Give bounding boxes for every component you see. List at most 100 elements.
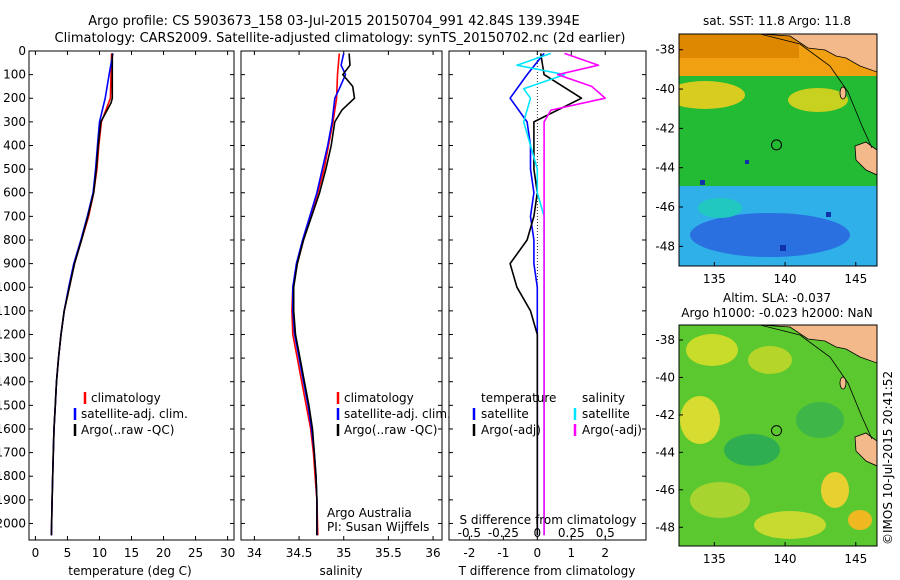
sst-pixel [745, 160, 749, 164]
argo-float-marker [771, 425, 782, 437]
x-tick-label: 35.5 [375, 546, 402, 560]
land-mainland [759, 34, 877, 73]
map-y-tick-label: -42 [655, 408, 675, 422]
legend-title-salinity: salinity [582, 391, 625, 405]
map-x-tick-label: 145 [844, 552, 867, 566]
map-x-tick-label: 145 [844, 272, 867, 286]
y-tick-label: 400 [3, 138, 26, 152]
map-y-tick-label: -40 [655, 82, 675, 96]
sst-map-title: sat. SST: 11.8 Argo: 11.8 [703, 14, 851, 28]
x-tick-label: 15 [124, 546, 139, 560]
top-tick-label: 0.25 [558, 526, 585, 540]
sla-map-title: Altim. SLA: -0.037 [723, 291, 831, 305]
x-tick-label: 20 [156, 546, 171, 560]
temperature-series [50, 53, 114, 536]
map-y-tick-label: -38 [655, 43, 675, 57]
y-tick-label: 1300 [0, 351, 26, 365]
map-y-tick-label: -42 [655, 121, 675, 135]
difference-legend-temperature: temperature satellite Argo(-adj) [472, 391, 556, 437]
difference-xlabel: T difference from climatology [458, 564, 636, 578]
temperature-xlabel: temperature (deg C) [68, 564, 191, 578]
temperature-legend: climatology satellite-adj. clim. Argo(..… [73, 391, 188, 437]
x-tick-label: 35 [336, 546, 351, 560]
x-tick-label: 25 [188, 546, 203, 560]
legend-label-argo: Argo(..raw -QC) [81, 423, 174, 437]
salinity-annotation-line2: PI: Susan Wijffels [327, 520, 429, 534]
x-tick-label: 1 [567, 546, 575, 560]
imos-credit: ©IMOS 10-Jul-2015 20:41:52 [881, 371, 895, 545]
x-tick-label: 34 [247, 546, 262, 560]
sla-blob [748, 346, 792, 374]
map-y-tick-label: -44 [655, 161, 675, 175]
x-tick-label: -1 [497, 546, 509, 560]
difference-xlabel-top: S difference from climatology [460, 513, 637, 527]
map-y-tick-label: -44 [655, 445, 675, 459]
x-tick-label: 10 [92, 546, 107, 560]
legend-label-climatology: climatology [91, 391, 161, 405]
sst-yellow-band [679, 81, 745, 109]
sla-map-subtitle: Argo h1000: -0.023 h2000: NaN [681, 306, 873, 320]
sla-blob [754, 511, 826, 539]
y-tick-label: 1400 [0, 375, 26, 389]
sla-map-axes: 135 140 145 -38 -40 -42 -44 -46 -48 [655, 333, 867, 566]
y-tick-label: 500 [3, 162, 26, 176]
map-x-tick-label: 140 [774, 272, 797, 286]
y-tick-label: 900 [3, 257, 26, 271]
map-y-tick-label: -48 [655, 520, 675, 534]
legend-label-climatology: climatology [344, 391, 414, 405]
y-tick-label: 2000 [0, 516, 26, 530]
y-tick-label: 1000 [0, 280, 26, 294]
sst-cold-patch [690, 213, 850, 257]
argo-float-marker [771, 139, 782, 151]
map-y-tick-label: -40 [655, 370, 675, 384]
land-mainland [759, 325, 877, 364]
legend-label-satellite: satellite [481, 407, 529, 421]
sst-map-axes: 135 140 145 -38 -40 -42 -44 -46 -48 [655, 43, 867, 286]
sla-blob [848, 510, 872, 530]
map-y-tick-label: -46 [655, 483, 675, 497]
top-tick-label: -0.25 [488, 526, 519, 540]
map-y-tick-label: -38 [655, 333, 675, 347]
difference-axes: -2 -1 0 1 2-0.5 -0.25 0 0.25 0.5 [449, 50, 646, 560]
series-line [516, 52, 566, 536]
legend-label-argo: Argo(..raw -QC) [344, 423, 437, 437]
map-y-tick-label: -46 [655, 200, 675, 214]
sst-yellow-patch [788, 88, 848, 112]
depth-contour [759, 325, 873, 440]
x-tick-label: 36 [425, 546, 440, 560]
salinity-xlabel: salinity [319, 564, 362, 578]
legend-title-temperature: temperature [481, 391, 556, 405]
difference-series [509, 51, 607, 540]
sla-blob [680, 396, 720, 444]
map-y-tick-label: -48 [655, 239, 675, 253]
salinity-annotation-line1: Argo Australia [327, 506, 412, 520]
map-x-tick-label: 135 [703, 272, 726, 286]
series-line [292, 53, 356, 536]
y-tick-label: 1900 [0, 493, 26, 507]
series-line [509, 53, 583, 536]
y-tick-label: 1500 [0, 398, 26, 412]
sla-blob [724, 434, 780, 466]
temperature-panel-frame [28, 50, 235, 541]
sst-pixel [780, 245, 786, 251]
x-tick-label: 30 [220, 546, 235, 560]
legend-label-argo: Argo(-adj) [582, 423, 642, 437]
series-line [509, 52, 545, 536]
x-tick-label: 0 [533, 546, 541, 560]
map-x-tick-label: 140 [774, 552, 797, 566]
series-line [50, 53, 114, 536]
sst-warm-core [679, 34, 799, 58]
land-tasmania [854, 432, 877, 467]
salinity-axes: 34 34.5 35 35.5 36 [241, 50, 442, 560]
sla-blob [821, 472, 849, 508]
x-tick-label: 0 [32, 546, 40, 560]
y-tick-label: 0 [18, 44, 26, 58]
land-tasmania [854, 141, 877, 176]
temperature-axes: 0100200300400500600700800900100011001200… [0, 44, 235, 560]
legend-label-satellite: satellite [582, 407, 630, 421]
top-tick-label: 0.5 [596, 526, 615, 540]
legend-label-argo: Argo(-adj) [481, 423, 541, 437]
x-tick-label: 5 [64, 546, 72, 560]
series-line [543, 52, 607, 536]
